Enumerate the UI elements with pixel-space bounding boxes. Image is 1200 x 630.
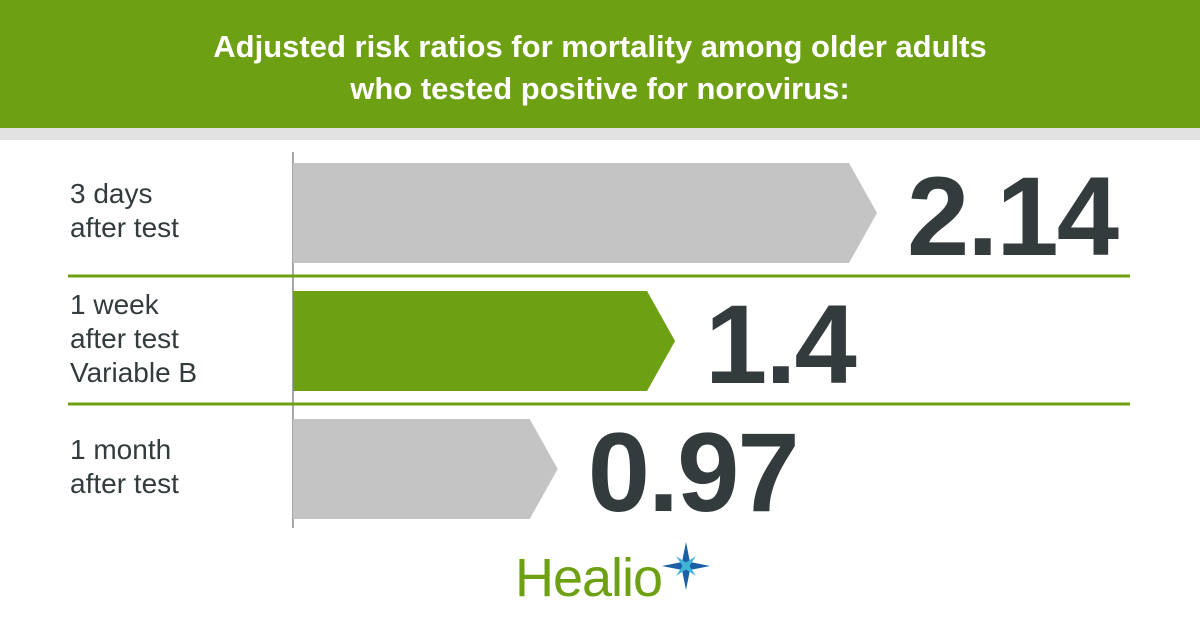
category-label: 1 week after test Variable B xyxy=(70,289,198,388)
logo-star-inner xyxy=(676,556,696,576)
logo-text: Healio xyxy=(515,548,663,608)
bar xyxy=(293,419,558,519)
value-label: 0.97 xyxy=(587,410,800,535)
chart-title: Adjusted risk ratios for mortality among… xyxy=(213,29,987,106)
header-strip xyxy=(0,128,1200,140)
header-band xyxy=(0,0,1200,128)
logo-icon xyxy=(662,542,710,590)
category-label: 3 days after test xyxy=(70,178,179,243)
value-label: 1.4 xyxy=(705,282,857,407)
value-label: 2.14 xyxy=(907,154,1119,279)
category-label: 1 month after test xyxy=(70,434,179,499)
bar xyxy=(293,291,676,391)
bar xyxy=(293,163,877,263)
